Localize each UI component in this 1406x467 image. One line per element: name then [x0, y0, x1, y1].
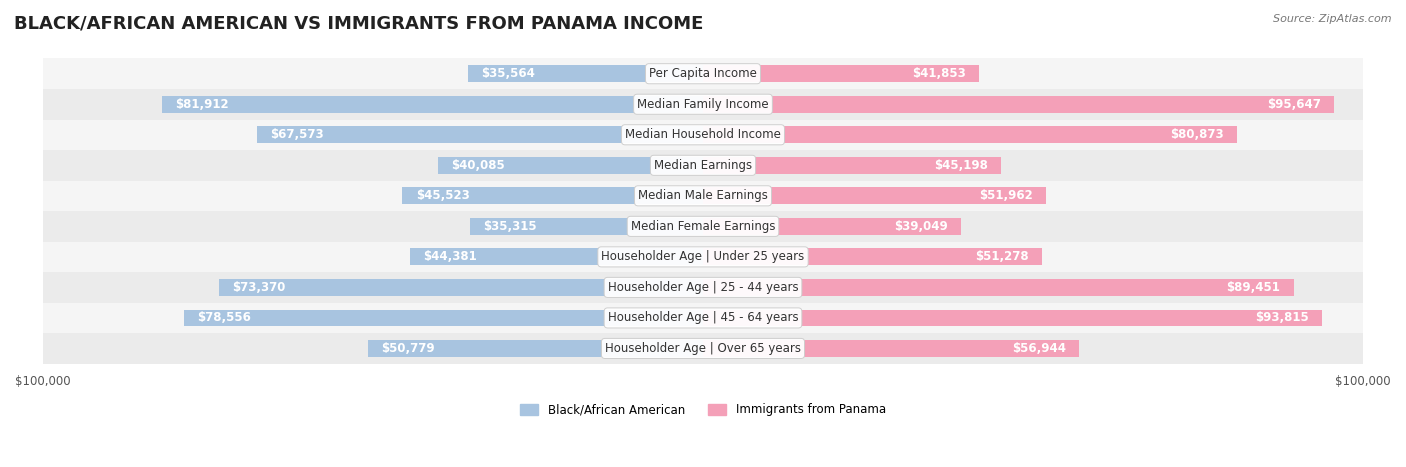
Bar [162, 96, 703, 113]
Bar [218, 279, 703, 296]
Bar [368, 340, 703, 357]
Bar [402, 187, 703, 204]
Text: $39,049: $39,049 [894, 220, 948, 233]
Text: $56,944: $56,944 [1012, 342, 1066, 355]
Bar [703, 157, 1001, 174]
Text: $45,198: $45,198 [935, 159, 988, 172]
Text: $41,853: $41,853 [912, 67, 966, 80]
Bar [42, 333, 1364, 364]
Text: Median Female Earnings: Median Female Earnings [631, 220, 775, 233]
Bar [184, 310, 703, 326]
Bar [257, 127, 703, 143]
Text: Householder Age | 25 - 44 years: Householder Age | 25 - 44 years [607, 281, 799, 294]
Text: Householder Age | Over 65 years: Householder Age | Over 65 years [605, 342, 801, 355]
Text: $51,278: $51,278 [974, 250, 1028, 263]
Text: $93,815: $93,815 [1256, 311, 1309, 325]
Text: $81,912: $81,912 [176, 98, 229, 111]
Text: $67,573: $67,573 [270, 128, 323, 142]
Bar [42, 272, 1364, 303]
Text: Householder Age | 45 - 64 years: Householder Age | 45 - 64 years [607, 311, 799, 325]
Bar [42, 58, 1364, 89]
Text: Median Family Income: Median Family Income [637, 98, 769, 111]
Bar [703, 187, 1046, 204]
Text: $35,315: $35,315 [484, 220, 537, 233]
Text: $35,564: $35,564 [481, 67, 536, 80]
Text: $73,370: $73,370 [232, 281, 285, 294]
Bar [703, 127, 1237, 143]
Bar [703, 218, 960, 235]
Text: Median Earnings: Median Earnings [654, 159, 752, 172]
Bar [470, 218, 703, 235]
Text: $95,647: $95,647 [1267, 98, 1322, 111]
Bar [42, 89, 1364, 120]
Bar [439, 157, 703, 174]
Bar [703, 340, 1078, 357]
Bar [42, 211, 1364, 241]
Bar [42, 181, 1364, 211]
Bar [42, 150, 1364, 181]
Bar [703, 96, 1334, 113]
Bar [42, 120, 1364, 150]
Text: $40,085: $40,085 [451, 159, 505, 172]
Bar [42, 303, 1364, 333]
Bar [703, 279, 1294, 296]
Text: Householder Age | Under 25 years: Householder Age | Under 25 years [602, 250, 804, 263]
Text: Median Household Income: Median Household Income [626, 128, 780, 142]
Bar [411, 248, 703, 265]
Bar [703, 248, 1042, 265]
Text: BLACK/AFRICAN AMERICAN VS IMMIGRANTS FROM PANAMA INCOME: BLACK/AFRICAN AMERICAN VS IMMIGRANTS FRO… [14, 14, 703, 32]
Text: $80,873: $80,873 [1170, 128, 1223, 142]
Legend: Black/African American, Immigrants from Panama: Black/African American, Immigrants from … [516, 399, 890, 421]
Text: $45,523: $45,523 [416, 189, 470, 202]
Text: $78,556: $78,556 [198, 311, 252, 325]
Text: $89,451: $89,451 [1226, 281, 1281, 294]
Text: Source: ZipAtlas.com: Source: ZipAtlas.com [1274, 14, 1392, 24]
Text: $51,962: $51,962 [979, 189, 1033, 202]
Text: $50,779: $50,779 [381, 342, 434, 355]
Text: Median Male Earnings: Median Male Earnings [638, 189, 768, 202]
Text: Per Capita Income: Per Capita Income [650, 67, 756, 80]
Bar [468, 65, 703, 82]
Bar [703, 310, 1323, 326]
Bar [42, 241, 1364, 272]
Bar [703, 65, 980, 82]
Text: $44,381: $44,381 [423, 250, 477, 263]
